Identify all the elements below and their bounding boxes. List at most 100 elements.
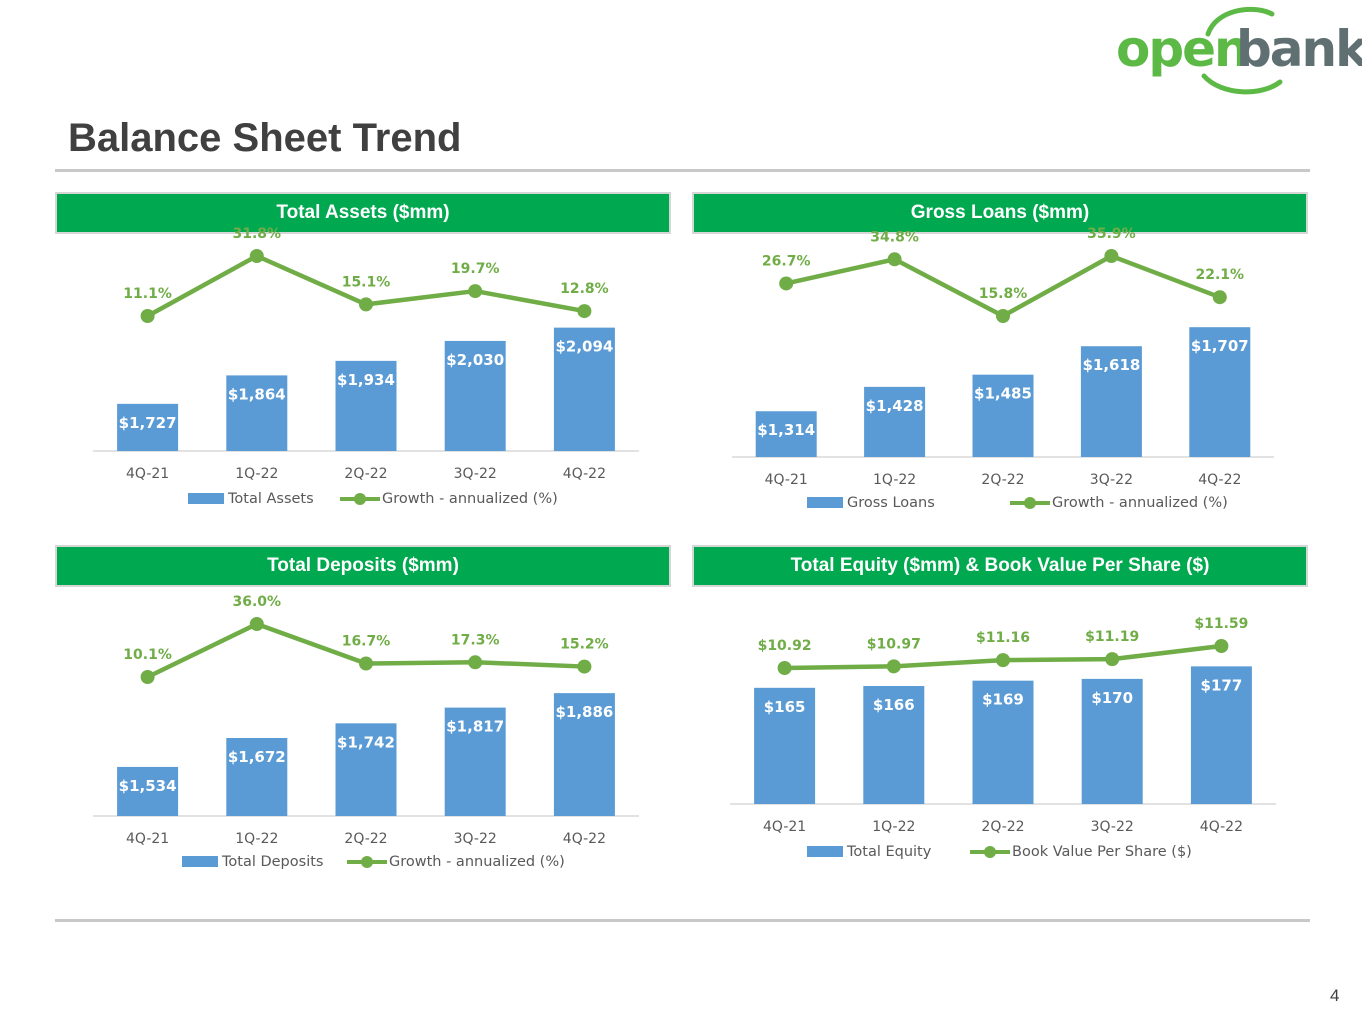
line-value-label: $10.97 [867, 636, 921, 652]
bar-value-label: $1,672 [228, 748, 286, 766]
legend-line-marker [354, 493, 366, 505]
x-tick-label: 4Q-22 [563, 831, 606, 847]
legend-bar-swatch [182, 856, 218, 867]
line-point [1104, 249, 1119, 263]
x-tick-label: 2Q-22 [981, 819, 1024, 835]
bar-1q-22 [864, 386, 926, 457]
x-tick-label: 4Q-22 [1198, 472, 1241, 488]
line-value-label: $10.92 [758, 638, 812, 654]
legend-line-marker [984, 846, 996, 858]
bar-4q-22 [1190, 666, 1252, 804]
bar-3q-22 [1080, 346, 1142, 457]
title-divider [55, 169, 1310, 172]
bar-4q-22 [1189, 327, 1251, 457]
line-value-label: 15.2% [560, 637, 609, 653]
bar-4q-21 [755, 411, 817, 457]
bar-4q-22 [553, 327, 615, 451]
legend-bar-label: Total Assets [227, 491, 314, 507]
x-tick-label: 3Q-22 [1091, 819, 1134, 835]
bar-value-label: $2,030 [446, 351, 504, 369]
bar-value-label: $169 [982, 691, 1024, 709]
page-title: Balance Sheet Trend [68, 116, 462, 160]
x-tick-label: 4Q-21 [765, 472, 808, 488]
legend-line-label: Book Value Per Share ($) [1012, 844, 1192, 860]
legend-line-label: Growth - annualized (%) [1052, 495, 1228, 511]
bar-4q-22 [553, 693, 615, 816]
legend-line-label: Growth - annualized (%) [389, 854, 565, 870]
line-value-label: 11.1% [123, 286, 172, 302]
legend-line-marker [361, 856, 373, 868]
line-value-label: 31.8% [233, 226, 282, 242]
line-point [140, 670, 155, 684]
bar-value-label: $1,485 [974, 385, 1032, 403]
bar-4q-21 [117, 766, 179, 816]
chart-title-total-assets: Total Assets ($mm) [55, 192, 671, 234]
x-tick-label: 3Q-22 [454, 831, 497, 847]
legend-line-marker [1024, 497, 1036, 509]
bar-value-label: $1,864 [228, 385, 286, 403]
line-point [779, 276, 794, 291]
legend-bar-label: Total Equity [846, 844, 932, 860]
legend-bar-swatch [807, 846, 843, 857]
chart-panel-total-assets: Total Assets ($mm) $1,727 4Q-21 $1,864 1Q-2… [55, 192, 671, 522]
x-tick-label: 4Q-21 [126, 831, 169, 847]
line-point [468, 284, 483, 299]
x-tick-label: 2Q-22 [344, 466, 387, 482]
bar-2q-22 [335, 360, 397, 451]
line-point [1214, 639, 1229, 653]
legend-bar-swatch [188, 493, 224, 504]
line-point [249, 249, 264, 263]
page-number: 4 [1330, 986, 1340, 1005]
x-tick-label: 2Q-22 [981, 472, 1024, 488]
bar-value-label: $1,314 [757, 421, 815, 439]
line-point [359, 656, 373, 671]
line-value-label: 22.1% [1196, 267, 1245, 283]
bar-value-label: $1,934 [337, 371, 395, 389]
line-point [577, 304, 592, 319]
line-value-label: 17.3% [451, 632, 500, 648]
x-tick-label: 4Q-22 [1200, 819, 1243, 835]
bar-value-label: $170 [1091, 689, 1133, 707]
bar-2q-22 [972, 680, 1034, 804]
bar-value-label: $1,742 [337, 733, 395, 751]
x-tick-label: 1Q-22 [873, 472, 916, 488]
x-tick-label: 4Q-22 [563, 466, 606, 482]
bar-value-label: $1,886 [555, 703, 613, 721]
chart-title-gross-loans: Gross Loans ($mm) [692, 192, 1308, 234]
line-point [1105, 652, 1120, 667]
x-tick-label: 3Q-22 [454, 466, 497, 482]
x-tick-label: 1Q-22 [872, 819, 915, 835]
chart-panel-total-deposits: Total Deposits ($mm) $1,534 4Q-21 $1,672 1Q… [55, 545, 671, 875]
logo-swoosh-top [1205, 6, 1275, 37]
bar-3q-22 [444, 707, 506, 816]
bar-value-label: $1,428 [866, 397, 924, 415]
bar-value-label: $1,618 [1082, 356, 1140, 374]
x-tick-label: 1Q-22 [235, 831, 278, 847]
bar-2q-22 [335, 723, 397, 816]
chart-gross-loans: $1,314 4Q-21 $1,428 1Q-22 $1,485 2Q-22 $1,618 3… [732, 226, 1274, 511]
line-value-label: 36.0% [233, 594, 282, 610]
bar-3q-22 [1081, 678, 1143, 804]
line-point [577, 659, 592, 674]
line-point [996, 309, 1010, 323]
legend-line-label: Growth - annualized (%) [382, 491, 558, 507]
line-point [468, 655, 483, 670]
footer-divider [55, 919, 1310, 922]
line-value-label: 16.7% [342, 633, 391, 649]
line-value-label: 15.8% [979, 286, 1028, 302]
line-value-label: 19.7% [451, 261, 500, 277]
x-tick-label: 4Q-21 [763, 819, 806, 835]
line-value-label: 15.1% [342, 274, 391, 290]
legend-bar-label: Total Deposits [221, 854, 323, 870]
line-point [140, 309, 155, 323]
chart-panel-gross-loans: Gross Loans ($mm) $1,314 4Q-21 $1,428 1Q-22… [692, 192, 1308, 522]
x-tick-label: 4Q-21 [126, 466, 169, 482]
bar-value-label: $1,817 [446, 718, 504, 736]
chart-panel-total-equity: Total Equity ($mm) & Book Value Per Shar… [692, 545, 1308, 875]
line-value-label: 12.8% [560, 281, 609, 297]
line-point [996, 653, 1010, 668]
line-point [249, 617, 264, 631]
line-point [1212, 290, 1227, 305]
line-value-label: 34.8% [870, 229, 919, 245]
line-point [887, 252, 902, 267]
